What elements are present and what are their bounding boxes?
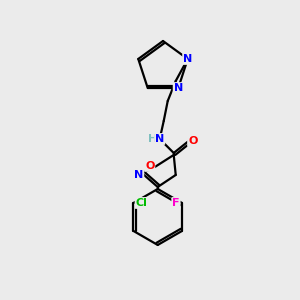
Text: N: N — [155, 134, 164, 144]
Text: O: O — [145, 161, 154, 171]
Text: F: F — [172, 198, 180, 208]
Text: H: H — [148, 134, 158, 144]
Text: Cl: Cl — [136, 198, 147, 208]
Text: N: N — [134, 170, 143, 180]
Text: N: N — [183, 54, 192, 64]
Text: N: N — [174, 83, 183, 93]
Text: O: O — [188, 136, 197, 146]
